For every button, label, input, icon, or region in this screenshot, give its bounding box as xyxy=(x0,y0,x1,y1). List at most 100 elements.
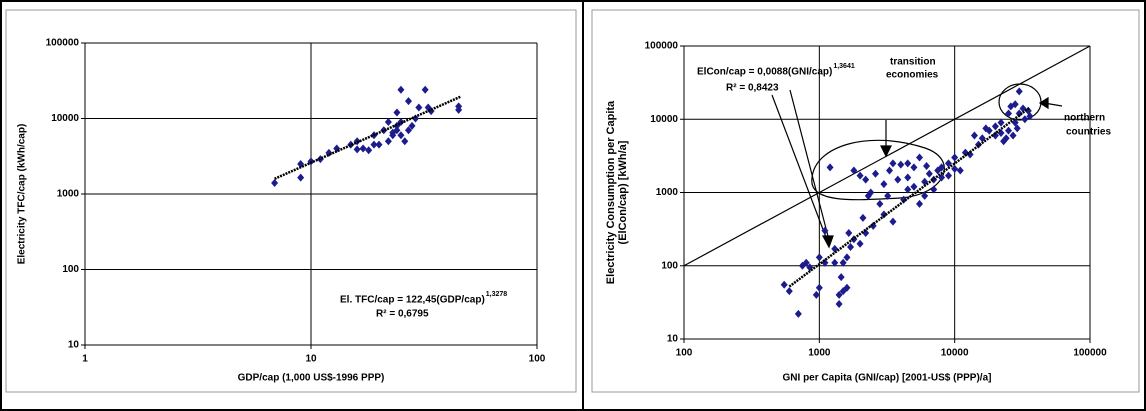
point xyxy=(397,131,405,140)
point xyxy=(359,144,367,153)
point xyxy=(880,210,888,219)
point xyxy=(404,97,412,106)
trendline xyxy=(788,106,1031,288)
arrowhead xyxy=(821,235,834,249)
point xyxy=(404,126,412,135)
point xyxy=(1005,109,1013,118)
point xyxy=(985,126,993,135)
point xyxy=(297,173,305,182)
x-axis-label: GDP/cap (1,000 US$-1996 PPP) xyxy=(238,373,385,384)
point xyxy=(780,280,788,289)
point xyxy=(353,145,361,154)
point xyxy=(889,159,897,168)
point xyxy=(802,258,810,267)
point xyxy=(970,131,978,140)
point xyxy=(384,117,392,126)
point xyxy=(921,191,929,200)
point xyxy=(412,114,420,123)
x-tick-label: 10000 xyxy=(941,348,969,359)
point xyxy=(271,178,279,187)
annotation: R² = 0,8423 xyxy=(726,83,779,94)
y-tick-label: 100 xyxy=(62,264,79,275)
point xyxy=(375,140,383,149)
point xyxy=(835,300,843,309)
point xyxy=(910,182,918,191)
point xyxy=(850,166,858,175)
point xyxy=(956,166,964,175)
point xyxy=(1015,87,1023,96)
point xyxy=(831,244,839,253)
point xyxy=(925,169,933,178)
point xyxy=(951,164,959,173)
y-tick-label: 10000 xyxy=(51,113,79,124)
point xyxy=(856,239,864,248)
point xyxy=(839,258,847,267)
point xyxy=(845,228,853,237)
x-tick-label: 1 xyxy=(82,354,88,365)
point xyxy=(974,140,982,149)
annotation-exponent: 1,3278 xyxy=(486,291,508,298)
point xyxy=(886,166,894,175)
point xyxy=(843,253,851,262)
point xyxy=(904,173,912,182)
point xyxy=(415,103,423,112)
point xyxy=(884,191,892,200)
point xyxy=(831,258,839,267)
point xyxy=(815,253,823,262)
point xyxy=(421,85,429,94)
x-tick-label: 100000 xyxy=(1073,348,1107,359)
chart-frame xyxy=(591,9,1140,393)
y-tick-label: 100000 xyxy=(46,38,80,49)
point xyxy=(455,102,463,111)
annotation: ElCon/cap = 0,0088(GNI/cap) xyxy=(697,67,832,78)
point xyxy=(923,162,931,171)
point xyxy=(944,171,952,180)
y-axis-label: (ElCon/cap) [kWh/a] xyxy=(617,140,629,244)
y-axis-label: Electricity Consumption per Capita xyxy=(605,100,617,284)
point xyxy=(393,108,401,117)
point xyxy=(871,169,879,178)
y-axis-label: Electricity TFC/cap (kWh/cap) xyxy=(17,124,28,265)
y-tick-label: 1000 xyxy=(656,187,679,198)
arrowhead xyxy=(1038,96,1049,110)
point xyxy=(393,126,401,135)
annotation-exponent: 1,3641 xyxy=(833,63,855,70)
point xyxy=(837,273,845,282)
point xyxy=(826,163,834,172)
point xyxy=(794,309,802,318)
point xyxy=(397,85,405,94)
annotation: R² = 0,6795 xyxy=(376,309,429,320)
point xyxy=(916,199,924,208)
point xyxy=(997,118,1005,127)
point xyxy=(1011,100,1019,109)
y-tick-label: 100000 xyxy=(645,41,679,52)
point xyxy=(856,171,864,180)
point xyxy=(785,287,793,296)
point xyxy=(1005,126,1013,135)
y-tick-label: 1000 xyxy=(57,189,80,200)
point xyxy=(1019,104,1027,113)
point xyxy=(843,283,851,292)
y-tick-label: 10 xyxy=(68,340,80,351)
chart-frame xyxy=(5,9,577,393)
point xyxy=(894,175,902,184)
point xyxy=(859,213,867,222)
point xyxy=(880,180,888,189)
point xyxy=(951,153,959,162)
y-tick-label: 10 xyxy=(667,334,679,345)
annotation: El. TFC/cap = 122,45(GDP/cap) xyxy=(340,295,485,306)
arrow xyxy=(789,89,830,241)
point xyxy=(847,243,855,252)
point xyxy=(384,137,392,146)
point xyxy=(910,163,918,172)
point xyxy=(370,140,378,149)
x-tick-label: 1000 xyxy=(808,348,831,359)
trendline xyxy=(274,95,462,180)
point xyxy=(1021,115,1029,124)
arrowhead xyxy=(880,145,892,158)
point xyxy=(876,199,884,208)
point xyxy=(812,290,820,299)
point xyxy=(916,153,924,162)
point xyxy=(365,146,373,155)
